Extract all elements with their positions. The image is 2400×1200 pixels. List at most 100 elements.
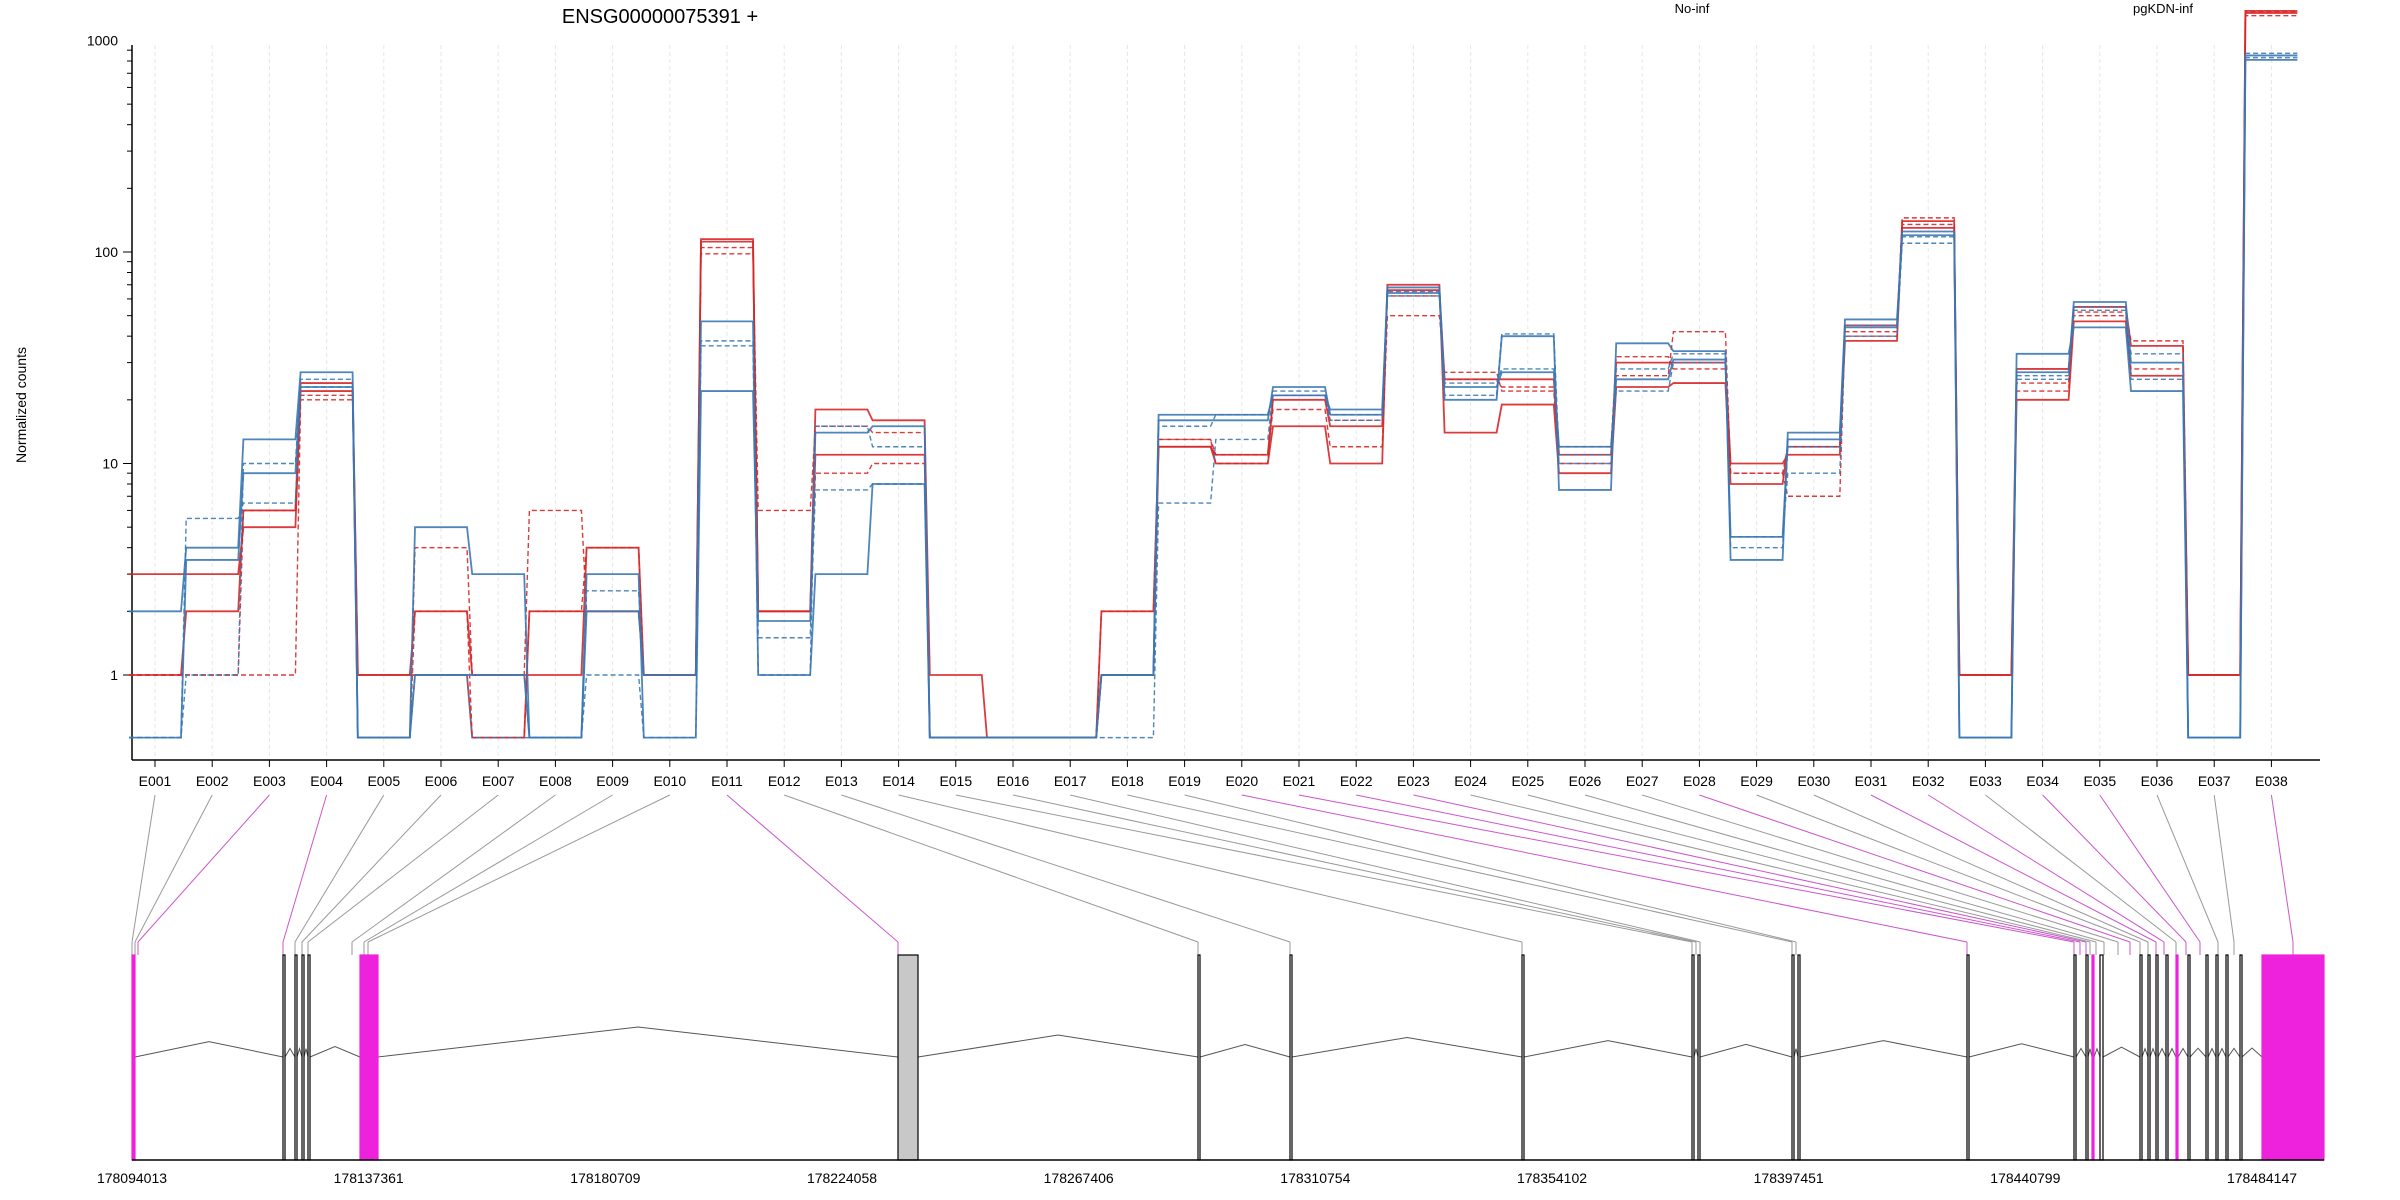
exon-box	[2085, 954, 2089, 1161]
exon-box	[1791, 954, 1795, 1161]
y-tick-label: 1000	[87, 33, 118, 49]
exon-box	[2073, 954, 2077, 1161]
exon-link	[1756, 794, 2141, 943]
intron	[377, 1026, 899, 1058]
intron	[2087, 1048, 2093, 1058]
exon-link	[1927, 794, 2165, 943]
exon-box	[2239, 954, 2243, 1161]
exon-link	[1699, 794, 2131, 943]
intron	[309, 1045, 361, 1058]
x-tick-label: E013	[825, 773, 858, 789]
intron	[2141, 1047, 2149, 1058]
x-tick-label: E031	[1855, 773, 1888, 789]
exon-link	[301, 794, 442, 943]
exon-link	[363, 794, 613, 943]
exon-box	[1966, 954, 1970, 1161]
exon-box	[1691, 954, 1695, 1161]
chart-title: ENSG00000075391 +	[562, 6, 758, 28]
exon-box	[2205, 954, 2209, 1161]
intron	[134, 1041, 284, 1058]
x-tick-label: E017	[1054, 773, 1087, 789]
series-line-pgkdn-inf	[129, 56, 2298, 739]
exon-link	[898, 794, 1523, 943]
coordinate-label: 178310754	[1280, 1170, 1350, 1186]
exon-box	[2139, 954, 2143, 1161]
intron	[2177, 1047, 2189, 1058]
exon-link	[1413, 794, 2087, 943]
exon-box	[2099, 954, 2104, 1161]
y-tick-label: 1	[110, 667, 118, 683]
exon-link	[2042, 794, 2187, 943]
exon-box	[1289, 954, 1293, 1161]
intron	[2227, 1047, 2241, 1058]
x-tick-label: E020	[1225, 773, 1258, 789]
exon-box	[2147, 954, 2151, 1161]
x-tick-label: E010	[653, 773, 686, 789]
exon-box	[1521, 954, 1525, 1161]
x-ticks: E001 E002 E003 E004 E005 E006 E007 E008 E009 E010…	[139, 760, 2288, 789]
x-tick-label: E030	[1797, 773, 1830, 789]
legend-entry-pgkdn-inf: pgKDN-inf	[2133, 1, 2193, 16]
coordinate-label: 178094013	[97, 1170, 167, 1186]
exon-box	[282, 954, 286, 1161]
exon-link	[137, 794, 270, 943]
exon-box	[1797, 954, 1801, 1161]
x-tick-label: E036	[2141, 773, 2174, 789]
exon-link	[955, 794, 1693, 943]
x-tick-label: E016	[997, 773, 1030, 789]
exon-link	[1985, 794, 2177, 943]
exon-box	[1697, 954, 1701, 1161]
x-tick-label: E014	[882, 773, 915, 789]
exon-box	[897, 954, 919, 1161]
x-tick-label: E002	[196, 773, 229, 789]
coordinate-label: 178137361	[334, 1170, 404, 1186]
x-tick-label: E006	[425, 773, 458, 789]
genomic-coordinates: 178094013 178137361 178180709 178224058 1782…	[97, 1170, 2297, 1186]
x-tick-label: E026	[1569, 773, 1602, 789]
exon-link	[1127, 794, 1793, 943]
exon-link	[2270, 794, 2294, 943]
exon-link	[1012, 794, 1697, 943]
intron	[2241, 1047, 2263, 1058]
exon-link	[1356, 794, 2081, 943]
x-tick-label: E025	[1511, 773, 1544, 789]
exon-box	[294, 954, 298, 1161]
series-line-no-inf	[129, 14, 2298, 739]
x-tick-label: E032	[1912, 773, 1945, 789]
exon-link	[2099, 794, 2201, 943]
x-tick-label: E035	[2083, 773, 2116, 789]
coordinate-label: 178440799	[1990, 1170, 2060, 1186]
x-tick-label: E015	[939, 773, 972, 789]
intron	[296, 1047, 303, 1058]
intron	[1793, 1048, 1799, 1058]
exon-box	[359, 954, 379, 1161]
exon-link	[1813, 794, 2149, 943]
gene-model	[131, 954, 2325, 1161]
intron	[1291, 1036, 1523, 1058]
x-tick-label: E004	[310, 773, 343, 789]
exon-link	[784, 794, 1199, 943]
x-tick-label: E037	[2198, 773, 2231, 789]
exon-link	[1241, 794, 1968, 943]
coordinate-label: 178180709	[570, 1170, 640, 1186]
exon-box	[1197, 954, 1201, 1161]
exon-box	[131, 954, 136, 1161]
exon-link	[1642, 794, 2119, 943]
exon-link	[2156, 794, 2219, 943]
intron	[1968, 1043, 2075, 1058]
intron	[1693, 1048, 1699, 1058]
y-tick-label: 100	[95, 244, 119, 260]
coordinate-label: 178397451	[1754, 1170, 1824, 1186]
x-tick-label: E034	[2026, 773, 2059, 789]
y-ticks: 1 10 100 1000	[87, 33, 132, 683]
intron	[2149, 1047, 2157, 1058]
intron	[303, 1048, 309, 1058]
exon-link	[367, 794, 671, 943]
intron	[2093, 1047, 2101, 1058]
x-tick-label: E018	[1111, 773, 1144, 789]
intron	[2167, 1047, 2177, 1058]
exon-link	[351, 794, 556, 943]
y-tick-label: 10	[102, 456, 118, 472]
x-tick-label: E003	[253, 773, 286, 789]
exon-link	[1527, 794, 2097, 943]
